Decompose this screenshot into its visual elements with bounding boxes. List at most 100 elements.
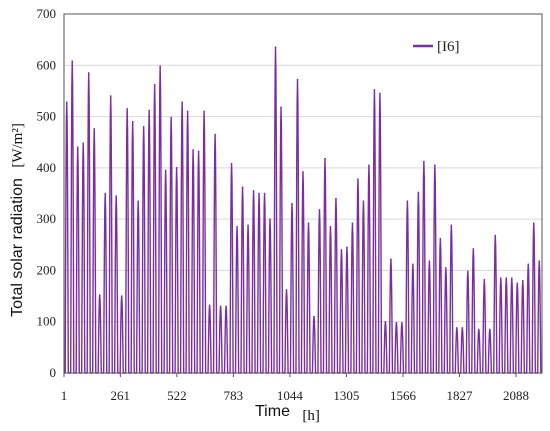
daily-peak-point <box>175 167 178 169</box>
daily-peak-point <box>483 278 486 281</box>
daily-peak-point <box>236 226 238 228</box>
daily-peak-point <box>521 279 524 282</box>
daily-peak-point <box>456 327 458 329</box>
y-tick-labels: 0 100 200 300 400 500 600 700 <box>37 6 57 380</box>
daily-peak-point <box>104 192 107 195</box>
daily-peak-point <box>346 246 348 249</box>
daily-peak-point <box>192 149 194 151</box>
daily-peak-point <box>351 222 354 225</box>
y-axis-label: Total solar radiation <box>9 178 26 317</box>
daily-peak-point <box>126 108 128 110</box>
x-tick-label: 1566 <box>390 388 417 403</box>
x-tick-label: 783 <box>224 388 244 403</box>
daily-peak-point <box>379 92 381 95</box>
daily-peak-point <box>153 83 156 86</box>
y-axis-unit: [W/m²] <box>10 123 26 167</box>
daily-peak-point <box>318 209 321 211</box>
x-tick-label: 2088 <box>503 388 529 403</box>
daily-peak-point <box>406 200 409 202</box>
x-axis-title: Time [h] <box>255 403 320 424</box>
x-tick-label: 261 <box>111 388 131 403</box>
daily-peak-point <box>324 157 326 160</box>
y-tick-label: 700 <box>37 6 57 21</box>
daily-peak-point <box>505 277 508 279</box>
daily-peak-point <box>219 305 222 308</box>
daily-peak-point <box>93 128 96 130</box>
daily-peak-point <box>159 65 161 68</box>
legend-label-i6: [I6] <box>437 39 460 55</box>
daily-peak-point <box>434 164 436 167</box>
x-tick-label: 1044 <box>277 388 304 403</box>
daily-peak-point <box>478 328 480 331</box>
y-axis-title: Total solar radiation [W/m²] <box>9 123 26 317</box>
daily-peak-point <box>65 101 68 104</box>
daily-peak-point <box>203 110 205 113</box>
y-tick-label: 0 <box>50 365 57 380</box>
daily-peak-point <box>373 89 376 91</box>
daily-peak-point <box>450 224 453 227</box>
daily-peak-point <box>181 101 183 104</box>
daily-peak-point <box>362 200 365 202</box>
daily-peak-point <box>120 295 123 297</box>
daily-peak-point <box>76 146 79 149</box>
daily-peak-point <box>527 263 530 266</box>
daily-peak-point <box>148 109 150 112</box>
daily-peak-point <box>87 72 90 74</box>
daily-peak-point <box>302 171 304 173</box>
daily-peak-point <box>423 160 425 163</box>
daily-peak-point <box>274 46 277 49</box>
daily-peak-point <box>137 200 139 202</box>
daily-peak-point <box>71 60 74 62</box>
x-tick-label: 1 <box>61 388 68 403</box>
y-tick-label: 600 <box>37 57 57 72</box>
daily-peak-point <box>335 197 337 200</box>
daily-peak-point <box>214 133 216 136</box>
series-i6 <box>64 46 542 374</box>
daily-peak-point <box>532 222 535 225</box>
daily-peak-point <box>241 186 244 189</box>
daily-peak-point <box>296 78 299 81</box>
daily-peak-point <box>510 277 513 279</box>
daily-peak-point <box>307 222 310 225</box>
daily-peak-point <box>280 106 282 109</box>
x-tick-labels: 1 261 522 783 1044 1305 1566 1827 2088 <box>61 373 529 403</box>
daily-peak-point <box>472 248 475 250</box>
daily-peak-point <box>340 249 343 251</box>
daily-peak-point <box>445 267 447 269</box>
daily-peak-point <box>252 190 255 192</box>
daily-peak-point <box>285 289 288 291</box>
daily-peak-point <box>269 218 271 220</box>
daily-peak-point <box>439 237 442 240</box>
daily-peak-point <box>197 150 200 153</box>
daily-peak-point <box>538 260 541 262</box>
series-line-i6 <box>64 46 542 374</box>
daily-peak-point <box>258 192 260 195</box>
x-axis-label: Time <box>255 403 290 420</box>
daily-peak-point <box>489 328 491 331</box>
daily-peak-point <box>384 320 387 323</box>
x-tick-label: 522 <box>167 388 187 403</box>
daily-peak-point <box>401 321 403 324</box>
y-tick-label: 500 <box>37 109 57 124</box>
daily-peak-point <box>208 304 211 307</box>
daily-peak-point <box>225 305 227 308</box>
daily-peak-point <box>461 327 464 329</box>
daily-peak-point <box>164 169 167 172</box>
daily-peak-point <box>115 195 117 197</box>
daily-peak-point <box>82 142 85 145</box>
y-tick-label: 100 <box>37 314 57 329</box>
daily-peak-point <box>170 116 172 119</box>
daily-peak-point <box>417 191 420 194</box>
daily-peak-point <box>390 258 392 260</box>
daily-peak-point <box>142 126 145 128</box>
daily-peak-point <box>499 277 502 279</box>
x-tick-label: 1827 <box>446 388 473 403</box>
daily-peak-point <box>263 192 266 195</box>
daily-peak-point <box>230 162 233 165</box>
x-axis-unit: [h] <box>302 408 320 424</box>
plot-frame <box>63 13 543 374</box>
daily-peak-point <box>109 95 112 97</box>
y-tick-label: 300 <box>37 211 57 226</box>
daily-peak-point <box>131 120 134 123</box>
